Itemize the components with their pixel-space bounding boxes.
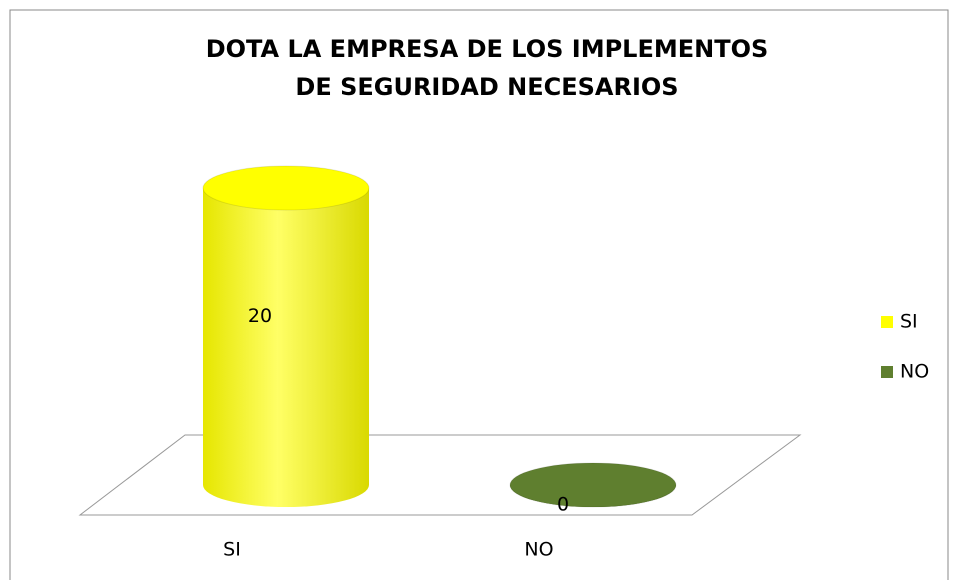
- chart-title: DOTA LA EMPRESA DE LOS IMPLEMENTOS DE SEG…: [206, 35, 769, 101]
- legend-label: SI: [900, 311, 918, 333]
- legend-swatch: [881, 316, 893, 328]
- bar: [203, 188, 369, 507]
- data-label: 20: [248, 305, 272, 327]
- x-tick-label: NO: [524, 539, 553, 561]
- legend-label: NO: [900, 361, 929, 383]
- x-tick-label: SI: [223, 539, 241, 561]
- legend-swatch: [881, 366, 893, 378]
- bar-top: [509, 462, 677, 508]
- bar-top: [202, 165, 370, 211]
- floor: [78, 434, 802, 516]
- data-label: 0: [557, 494, 569, 516]
